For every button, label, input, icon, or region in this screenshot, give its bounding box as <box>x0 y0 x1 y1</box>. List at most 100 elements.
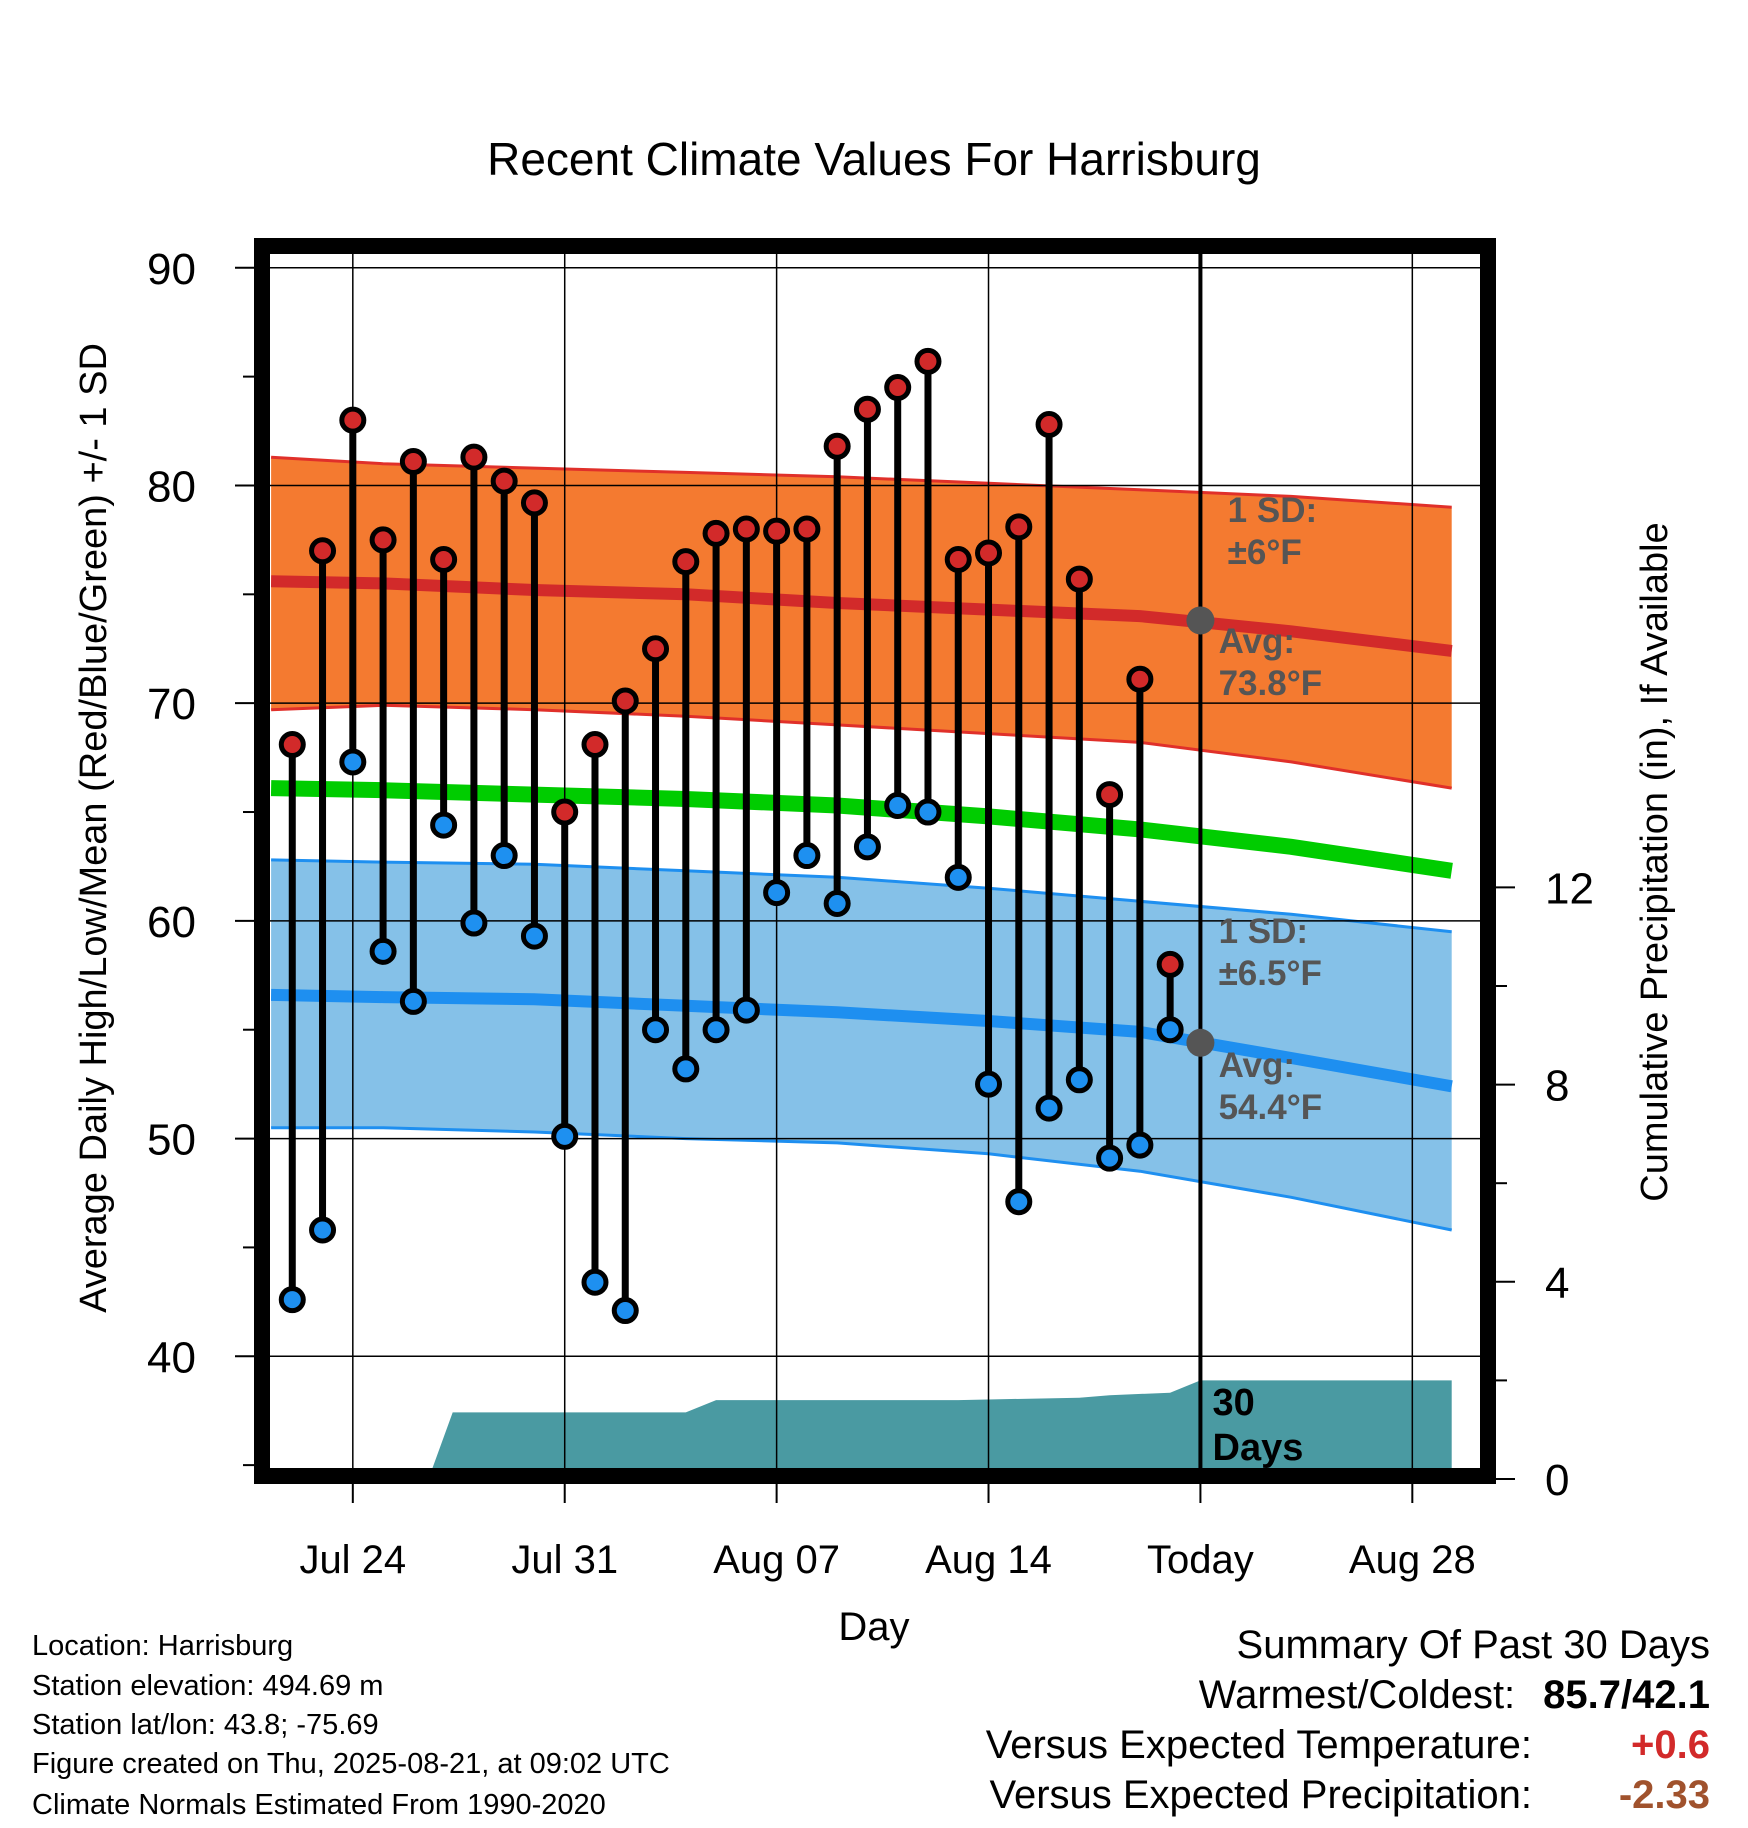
daily-high-dot <box>1005 513 1033 541</box>
normal-low-line <box>270 988 1453 1093</box>
x-tick-label: Aug 14 <box>925 1538 1052 1582</box>
daily-high-dot <box>430 545 458 573</box>
daily-high-dot <box>914 347 942 375</box>
daily-low-dot <box>278 1286 306 1314</box>
summary-precip-label: Versus Expected Precipitation: <box>989 1773 1532 1817</box>
daily-low-dot <box>399 987 427 1015</box>
low-sd-value: ±6.5°F <box>1219 954 1322 993</box>
x-tick-label: Aug 28 <box>1349 1538 1476 1582</box>
x-tick-label: Today <box>1147 1538 1254 1582</box>
daily-low-dot <box>1126 1131 1154 1159</box>
y-tick-label: 70 <box>147 680 196 729</box>
daily-low-dot <box>490 842 518 870</box>
y2-tick-label: 4 <box>1545 1259 1569 1308</box>
summary-warmest-value: 85.7/42.1 <box>1543 1673 1710 1717</box>
low-avg-value: 54.4°F <box>1219 1088 1323 1127</box>
y-tick-label: 50 <box>147 1116 196 1165</box>
daily-high-dot <box>369 526 397 554</box>
daily-high-dot <box>490 467 518 495</box>
info-elevation: Station elevation: 494.69 m <box>32 1670 384 1702</box>
daily-high-dot <box>944 545 972 573</box>
daily-high-dot <box>1156 950 1184 978</box>
daily-high-dot <box>672 548 700 576</box>
daily-low-dot <box>702 1016 730 1044</box>
y-tick-label: 80 <box>147 462 196 511</box>
daily-high-dot <box>1035 411 1063 439</box>
summary-precip-row: Versus Expected Precipitation: -2.33 <box>989 1773 1710 1818</box>
daily-high-dot <box>339 406 367 434</box>
daily-low-dot <box>642 1016 670 1044</box>
daily-low-dot <box>823 889 851 917</box>
daily-high-dot <box>642 635 670 663</box>
summary-warmest-row: Warmest/Coldest: 85.7/42.1 <box>1199 1673 1710 1718</box>
summary-temp-label: Versus Expected Temperature: <box>985 1723 1532 1767</box>
daily-high-dot <box>399 448 427 476</box>
y2-tick-label: 8 <box>1545 1062 1569 1111</box>
daily-low-dot <box>672 1055 700 1083</box>
x-tick-label: Aug 07 <box>713 1538 840 1582</box>
daily-low-dot <box>793 842 821 870</box>
daily-low-dot <box>309 1216 337 1244</box>
info-latlon: Station lat/lon: 43.8; -75.69 <box>32 1709 379 1741</box>
info-location: Location: Harrisburg <box>32 1630 294 1662</box>
daily-high-dot <box>611 687 639 715</box>
y2-tick-label: 0 <box>1545 1456 1569 1505</box>
low-sd-label: 1 SD: <box>1219 912 1308 951</box>
daily-low-dot <box>1156 1016 1184 1044</box>
info-normals: Climate Normals Estimated From 1990-2020 <box>32 1789 606 1821</box>
high-sd-band <box>271 457 1452 789</box>
high-avg-label: Avg: <box>1219 622 1295 661</box>
daily-low-dot <box>369 937 397 965</box>
chart-title: Recent Climate Values For Harrisburg <box>487 133 1261 185</box>
daily-high-dot <box>520 489 548 517</box>
daily-high-dot <box>732 515 760 543</box>
days-label-text: Days <box>1213 1427 1304 1469</box>
summary-title: Summary Of Past 30 Days <box>1236 1623 1710 1667</box>
daily-high-dot <box>551 798 579 826</box>
y-tick-label: 60 <box>147 898 196 947</box>
daily-low-dot <box>1005 1188 1033 1216</box>
y-axis-label: Average Daily High/Low/Mean (Red/Blue/Gr… <box>73 343 115 1313</box>
daily-low-dot <box>460 909 488 937</box>
low-sd-band-lower-edge <box>271 1126 1452 1232</box>
daily-low-dot <box>520 922 548 950</box>
daily-high-dot <box>1065 565 1093 593</box>
daily-high-dot <box>884 374 912 402</box>
high-avg-value: 73.8°F <box>1219 664 1323 703</box>
today-avg-low-dot <box>1186 1028 1215 1057</box>
plot-frame <box>254 238 1496 1484</box>
y-tick-label: 40 <box>147 1333 196 1382</box>
daily-high-dot <box>1126 665 1154 693</box>
daily-low-dot <box>853 833 881 861</box>
summary-temp-value: +0.6 <box>1631 1723 1710 1767</box>
y-tick-label: 90 <box>147 245 196 294</box>
days-label-number: 30 <box>1213 1382 1255 1424</box>
daily-low-dot <box>1035 1094 1063 1122</box>
daily-high-dot <box>1096 781 1124 809</box>
daily-low-dot <box>732 996 760 1024</box>
high-sd-value: ±6°F <box>1228 533 1302 572</box>
daily-low-dot <box>884 791 912 819</box>
daily-low-dot <box>763 879 791 907</box>
y2-tick-label: 12 <box>1545 864 1594 913</box>
daily-low-dot <box>551 1122 579 1150</box>
daily-low-dot <box>1065 1066 1093 1094</box>
daily-high-dot <box>702 519 730 547</box>
daily-high-dot <box>460 443 488 471</box>
x-tick-label: Jul 31 <box>511 1538 618 1582</box>
x-axis-label: Day <box>838 1605 909 1649</box>
daily-high-dot <box>278 731 306 759</box>
daily-low-dot <box>581 1268 609 1296</box>
daily-high-dot <box>309 537 337 565</box>
daily-high-dot <box>823 432 851 460</box>
daily-low-dot <box>944 863 972 891</box>
precipitation-area <box>429 1380 1452 1476</box>
daily-high-dot <box>581 731 609 759</box>
daily-high-dot <box>763 517 791 545</box>
daily-high-dot <box>975 539 1003 567</box>
high-sd-label: 1 SD: <box>1228 491 1317 530</box>
summary-warmest-label: Warmest/Coldest: <box>1198 1673 1516 1717</box>
summary-temp-row: Versus Expected Temperature: +0.6 <box>986 1723 1710 1768</box>
